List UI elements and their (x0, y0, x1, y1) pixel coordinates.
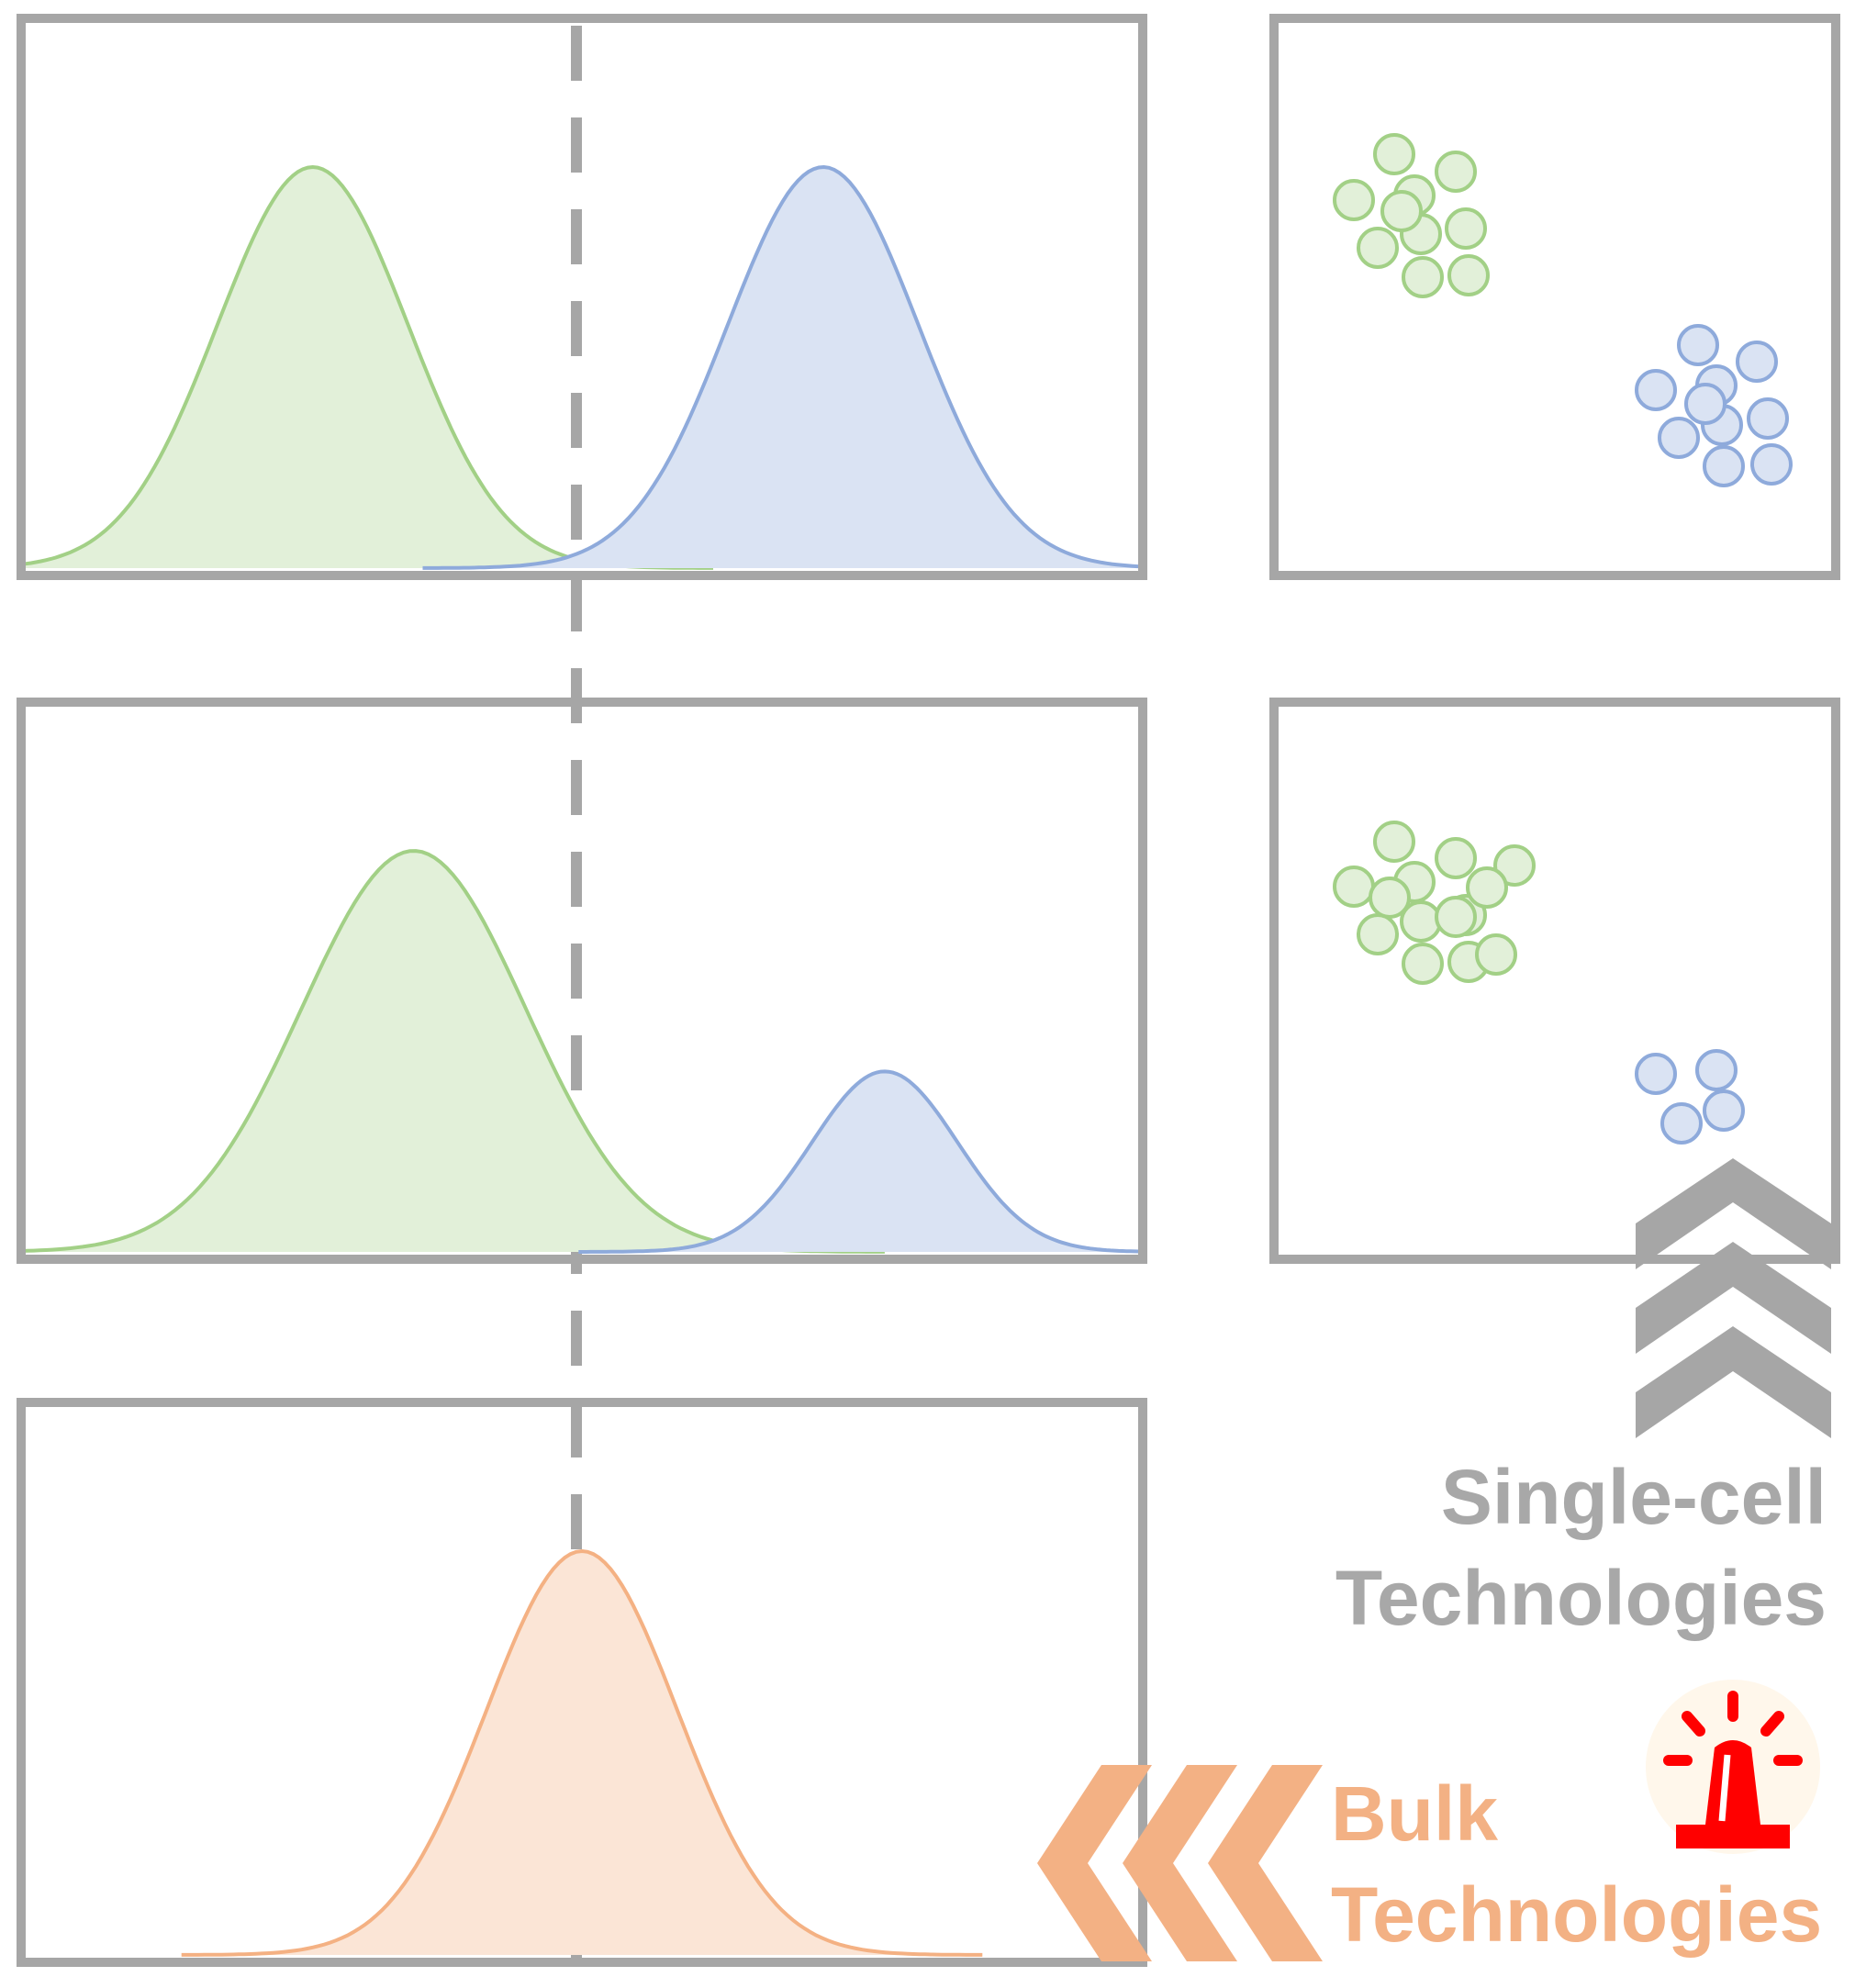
cell-cluster-panel-middle (1269, 698, 1840, 1264)
blue-cell (1747, 397, 1789, 440)
cell-cluster-panel-top (1269, 14, 1840, 580)
blue-cell (1677, 324, 1719, 366)
green-distribution-area (21, 851, 885, 1252)
single-cell-label-line1: Single-cell (1441, 1454, 1827, 1540)
green-cell (1475, 933, 1517, 976)
blue-cell (1660, 1102, 1703, 1145)
blue-distribution-area (578, 1071, 1143, 1252)
chevron-left-icon (1037, 1765, 1323, 1961)
blue-cell (1684, 383, 1726, 425)
green-cell (1402, 256, 1444, 298)
green-cell (1435, 151, 1477, 193)
green-cell (1445, 207, 1487, 250)
green-cell (1402, 943, 1444, 985)
distribution-frame (17, 698, 1147, 1264)
blue-distribution-area (422, 167, 1143, 568)
distribution-frame (17, 1398, 1147, 1967)
green-cell (1357, 913, 1399, 955)
cell-panel-frame (1269, 14, 1840, 580)
blue-cell (1703, 1089, 1745, 1132)
alarm-light-icon (1646, 1680, 1820, 1854)
green-cell (1380, 190, 1423, 232)
cell-panel-frame (1269, 698, 1840, 1264)
bulk-label-line2: Technologies (1331, 1871, 1822, 1958)
bulk-label-line1: Bulk (1331, 1770, 1498, 1857)
green-cell (1369, 877, 1411, 919)
blue-cell (1695, 1049, 1738, 1091)
green-cell (1435, 896, 1477, 938)
blue-distribution-curve (422, 164, 1144, 570)
green-cell (1373, 133, 1415, 175)
distribution-panel-middle (17, 698, 1147, 1264)
green-cell (1435, 837, 1477, 879)
green-cell (1493, 844, 1536, 887)
green-cell (1357, 227, 1399, 269)
distribution-panel-top (17, 14, 1147, 580)
blue-cell (1750, 443, 1793, 486)
single-cell-label-line2: Technologies (1335, 1555, 1827, 1641)
green-cell (1333, 179, 1375, 221)
distribution-panel-bottom (17, 1398, 1147, 1967)
blue-distribution-curve (578, 1069, 1144, 1254)
blue-cell (1635, 369, 1677, 411)
green-cell (1466, 866, 1508, 909)
blue-cell (1703, 445, 1745, 487)
orange-distribution-area (181, 1551, 983, 1955)
green-cell (1333, 866, 1375, 908)
green-distribution-area (21, 167, 713, 568)
green-cell (1373, 821, 1415, 863)
green-cell (1447, 254, 1490, 296)
blue-cell (1736, 341, 1778, 383)
orange-distribution-curve (181, 1548, 983, 1957)
chevron-up-icon (1636, 1158, 1831, 1438)
blue-cell (1635, 1053, 1677, 1095)
distribution-frame (17, 14, 1147, 580)
blue-cell (1658, 417, 1700, 459)
